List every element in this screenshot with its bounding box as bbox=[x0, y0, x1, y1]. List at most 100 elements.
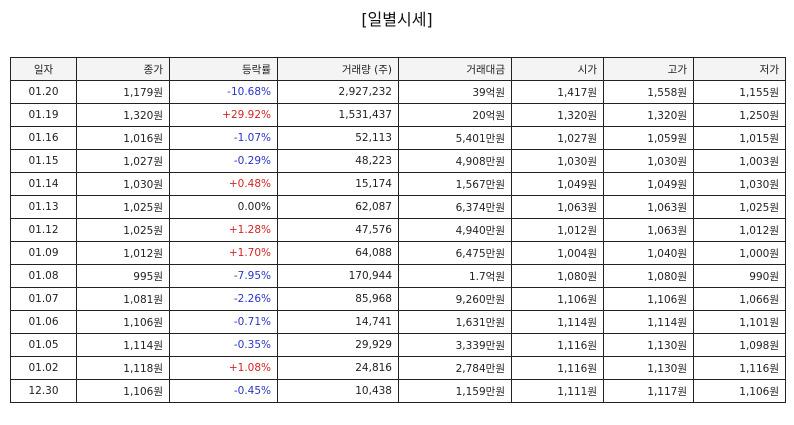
cell-volume: 52,113 bbox=[277, 126, 399, 150]
cell-close: 1,027원 bbox=[76, 149, 170, 173]
cell-date: 01.07 bbox=[10, 287, 77, 311]
cell-high: 1,106원 bbox=[603, 287, 694, 311]
table-row: 01.08 995원 -7.95% 170,944 1.7억원 1,080원 1,080원 9… bbox=[10, 264, 786, 288]
cell-high: 1,130원 bbox=[603, 333, 694, 357]
header-open: 시가 bbox=[511, 57, 604, 81]
cell-high: 1,080원 bbox=[603, 264, 694, 288]
cell-high: 1,063원 bbox=[603, 218, 694, 242]
cell-open: 1,063원 bbox=[511, 195, 604, 219]
header-volume: 거래량 (주) bbox=[277, 57, 399, 81]
cell-change: -0.71% bbox=[169, 310, 278, 334]
cell-open: 1,049원 bbox=[511, 172, 604, 196]
cell-close: 1,118원 bbox=[76, 356, 170, 380]
cell-high: 1,059원 bbox=[603, 126, 694, 150]
cell-date: 01.20 bbox=[10, 80, 77, 104]
cell-low: 1,116원 bbox=[693, 356, 786, 380]
cell-amount: 1.7억원 bbox=[398, 264, 512, 288]
cell-close: 995원 bbox=[76, 264, 170, 288]
cell-high: 1,040원 bbox=[603, 241, 694, 265]
cell-date: 01.12 bbox=[10, 218, 77, 242]
cell-change: -10.68% bbox=[169, 80, 278, 104]
cell-change: +29.92% bbox=[169, 103, 278, 127]
table-header-row: 일자 종가 등락률 거래량 (주) 거래대금 시가 고가 저가 bbox=[10, 57, 786, 81]
cell-close: 1,320원 bbox=[76, 103, 170, 127]
header-change: 등락률 bbox=[169, 57, 278, 81]
cell-low: 1,000원 bbox=[693, 241, 786, 265]
cell-date: 01.13 bbox=[10, 195, 77, 219]
table-row: 01.19 1,320원 +29.92% 1,531,437 20억원 1,320원 1,3… bbox=[10, 103, 786, 127]
cell-change: +1.08% bbox=[169, 356, 278, 380]
cell-date: 01.06 bbox=[10, 310, 77, 334]
cell-date: 01.16 bbox=[10, 126, 77, 150]
cell-amount: 1,159만원 bbox=[398, 379, 512, 403]
cell-volume: 170,944 bbox=[277, 264, 399, 288]
cell-volume: 47,576 bbox=[277, 218, 399, 242]
cell-volume: 15,174 bbox=[277, 172, 399, 196]
cell-open: 1,106원 bbox=[511, 287, 604, 311]
cell-date: 12.30 bbox=[10, 379, 77, 403]
table-row: 01.02 1,118원 +1.08% 24,816 2,784만원 1,116원 1,13… bbox=[10, 356, 786, 380]
table-row: 01.06 1,106원 -0.71% 14,741 1,631만원 1,114원 1,11… bbox=[10, 310, 786, 334]
cell-low: 1,098원 bbox=[693, 333, 786, 357]
cell-low: 990원 bbox=[693, 264, 786, 288]
cell-high: 1,558원 bbox=[603, 80, 694, 104]
cell-amount: 6,374만원 bbox=[398, 195, 512, 219]
header-amount: 거래대금 bbox=[398, 57, 512, 81]
cell-high: 1,049원 bbox=[603, 172, 694, 196]
cell-volume: 64,088 bbox=[277, 241, 399, 265]
cell-volume: 48,223 bbox=[277, 149, 399, 173]
cell-open: 1,080원 bbox=[511, 264, 604, 288]
cell-date: 01.09 bbox=[10, 241, 77, 265]
cell-low: 1,025원 bbox=[693, 195, 786, 219]
cell-close: 1,016원 bbox=[76, 126, 170, 150]
table-row: 01.12 1,025원 +1.28% 47,576 4,940만원 1,012원 1,06… bbox=[10, 218, 786, 242]
cell-volume: 24,816 bbox=[277, 356, 399, 380]
table-row: 01.13 1,025원 0.00% 62,087 6,374만원 1,063원 1,063… bbox=[10, 195, 786, 219]
daily-price-table: 일자 종가 등락률 거래량 (주) 거래대금 시가 고가 저가 01.20 1,1… bbox=[10, 57, 786, 403]
cell-close: 1,025원 bbox=[76, 218, 170, 242]
cell-low: 1,250원 bbox=[693, 103, 786, 127]
cell-open: 1,012원 bbox=[511, 218, 604, 242]
cell-volume: 10,438 bbox=[277, 379, 399, 403]
cell-high: 1,030원 bbox=[603, 149, 694, 173]
cell-open: 1,116원 bbox=[511, 333, 604, 357]
cell-amount: 20억원 bbox=[398, 103, 512, 127]
cell-open: 1,320원 bbox=[511, 103, 604, 127]
cell-change: -1.07% bbox=[169, 126, 278, 150]
cell-volume: 2,927,232 bbox=[277, 80, 399, 104]
cell-change: +1.28% bbox=[169, 218, 278, 242]
cell-low: 1,030원 bbox=[693, 172, 786, 196]
cell-close: 1,025원 bbox=[76, 195, 170, 219]
cell-close: 1,106원 bbox=[76, 310, 170, 334]
cell-close: 1,179원 bbox=[76, 80, 170, 104]
table-row: 01.09 1,012원 +1.70% 64,088 6,475만원 1,004원 1,04… bbox=[10, 241, 786, 265]
cell-volume: 14,741 bbox=[277, 310, 399, 334]
cell-high: 1,320원 bbox=[603, 103, 694, 127]
cell-high: 1,130원 bbox=[603, 356, 694, 380]
cell-open: 1,116원 bbox=[511, 356, 604, 380]
cell-open: 1,111원 bbox=[511, 379, 604, 403]
cell-date: 01.05 bbox=[10, 333, 77, 357]
cell-amount: 6,475만원 bbox=[398, 241, 512, 265]
cell-low: 1,003원 bbox=[693, 149, 786, 173]
cell-amount: 2,784만원 bbox=[398, 356, 512, 380]
header-close: 종가 bbox=[76, 57, 170, 81]
cell-amount: 1,567만원 bbox=[398, 172, 512, 196]
header-high: 고가 bbox=[603, 57, 694, 81]
cell-close: 1,081원 bbox=[76, 287, 170, 311]
cell-amount: 3,339만원 bbox=[398, 333, 512, 357]
header-date: 일자 bbox=[10, 57, 77, 81]
cell-low: 1,015원 bbox=[693, 126, 786, 150]
header-low: 저가 bbox=[693, 57, 786, 81]
cell-amount: 4,940만원 bbox=[398, 218, 512, 242]
cell-open: 1,027원 bbox=[511, 126, 604, 150]
cell-volume: 85,968 bbox=[277, 287, 399, 311]
cell-low: 1,066원 bbox=[693, 287, 786, 311]
cell-close: 1,114원 bbox=[76, 333, 170, 357]
cell-date: 01.14 bbox=[10, 172, 77, 196]
cell-amount: 4,908만원 bbox=[398, 149, 512, 173]
cell-high: 1,063원 bbox=[603, 195, 694, 219]
cell-change: +0.48% bbox=[169, 172, 278, 196]
table-row: 01.14 1,030원 +0.48% 15,174 1,567만원 1,049원 1,04… bbox=[10, 172, 786, 196]
table-row: 01.16 1,016원 -1.07% 52,113 5,401만원 1,027원 1,05… bbox=[10, 126, 786, 150]
